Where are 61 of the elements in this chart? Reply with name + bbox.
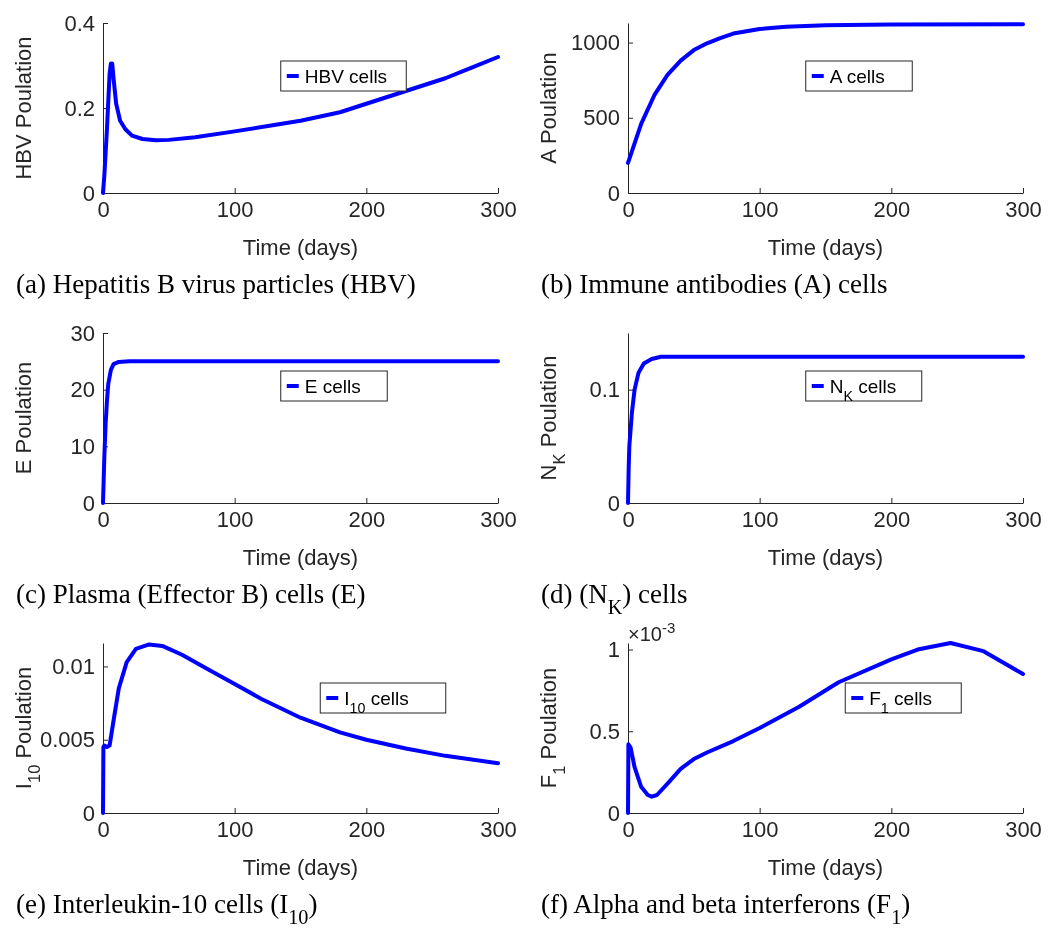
x-tick-label: 200 (873, 816, 911, 842)
legend-label: N$_{K}$ cells (829, 376, 897, 404)
text: (e) Interleukin-10 cells (I$_{10}$) (16, 889, 318, 928)
y-axis-title: A Poulation (536, 52, 561, 164)
x-axis-title: Time (days) (767, 235, 884, 260)
y-tick-label: 0.4 (64, 10, 95, 36)
y-tick-label: 0.5 (589, 718, 620, 744)
line-series (626, 22, 1025, 165)
x-tick-label: 100 (216, 506, 254, 532)
legend-label: A cells (829, 66, 885, 87)
x-tick-label: 200 (873, 196, 911, 222)
x-axis-title: Time (days) (767, 855, 884, 880)
legend-label: I$_{10}$ cells (344, 688, 409, 716)
y-tick-label: 1000 (571, 30, 620, 56)
y-tick-label: 0 (82, 800, 95, 826)
x-tick-label: 300 (1005, 506, 1042, 532)
y-tick-label: 0 (82, 490, 95, 516)
x-tick-label: 300 (480, 196, 517, 222)
y-axis-title: E Poulation (11, 361, 36, 475)
line-series (101, 642, 500, 815)
text: (a) Hepatitis B virus particles (HBV) (16, 269, 416, 299)
x-tick-label: 100 (741, 196, 779, 222)
x-axis-title: Time (days) (242, 545, 359, 570)
y-tick-label: 0 (82, 180, 95, 206)
x-tick-label: 200 (348, 816, 386, 842)
text: (b) Immune antibodies (A) cells (541, 269, 888, 299)
y-tick-label: 0.1 (589, 377, 620, 403)
text: (d) (N$_{K}$) cells (541, 579, 688, 618)
y-tick-label: 10 (70, 433, 95, 459)
x-tick-label: 200 (348, 196, 386, 222)
x-axis-title: Time (days) (767, 545, 884, 570)
y-tick-label: 1 (607, 637, 620, 663)
text: (f) Alpha and beta interferons (F$_{1}$) (541, 889, 911, 928)
y-tick-label: 0 (607, 800, 620, 826)
y-tick-label: 0 (607, 490, 620, 516)
line-series (626, 641, 1025, 815)
y-tick-label: 500 (583, 105, 620, 131)
legend-label: HBV cells (304, 66, 388, 87)
y-tick-label: 0.01 (52, 653, 95, 679)
y-tick-label: 20 (70, 377, 95, 403)
x-tick-label: 100 (741, 816, 779, 842)
x-tick-label: 100 (216, 196, 254, 222)
x-tick-label: 200 (348, 506, 386, 532)
y-axis-title: HBV Poulation (11, 36, 36, 180)
x-tick-label: 300 (480, 506, 517, 532)
x-tick-label: 200 (873, 506, 911, 532)
y-tick-label: 30 (70, 320, 95, 346)
y-tick-label: 0.2 (64, 95, 95, 121)
legend-label: F$_{1}$ cells (869, 688, 933, 716)
y-tick-label: 0.005 (39, 727, 95, 753)
x-tick-label: 300 (1005, 196, 1042, 222)
x-tick-label: 100 (741, 506, 779, 532)
annotation: ×10$^{-3}$ (628, 618, 676, 645)
legend-label: E cells (304, 376, 361, 397)
x-axis-title: Time (days) (242, 235, 359, 260)
x-tick-label: 300 (480, 816, 517, 842)
text: (c) Plasma (Effector B) cells (E) (16, 579, 366, 609)
x-tick-label: 300 (1005, 816, 1042, 842)
y-tick-label: 0 (607, 180, 620, 206)
x-tick-label: 100 (216, 816, 254, 842)
x-axis-title: Time (days) (242, 855, 359, 880)
